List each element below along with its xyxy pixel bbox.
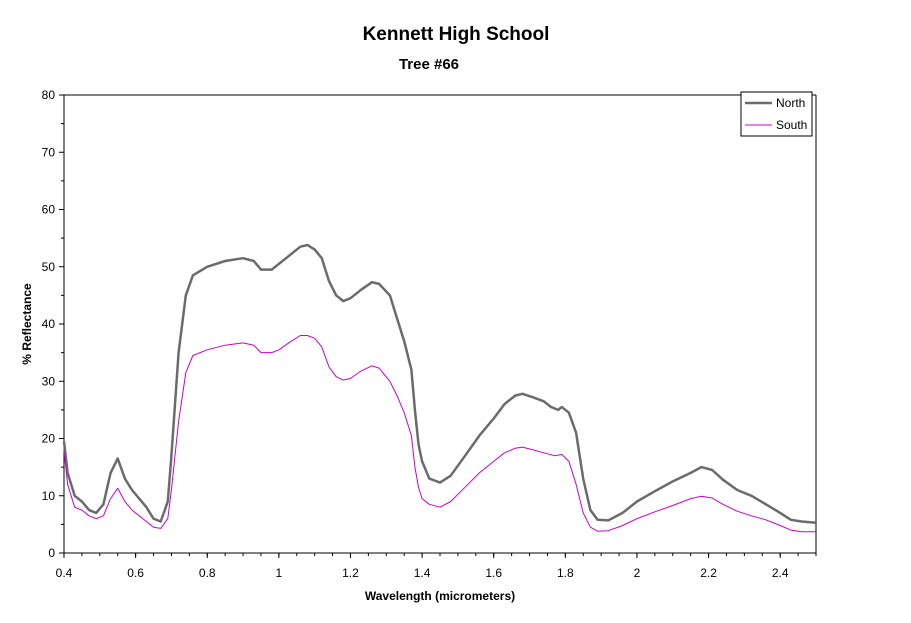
x-tick-label: 0.6 bbox=[127, 566, 144, 580]
legend-box bbox=[740, 91, 813, 137]
chart-title: Kennett High School bbox=[363, 24, 550, 45]
x-tick-label: 0.4 bbox=[56, 566, 73, 580]
x-tick-label: 1.2 bbox=[342, 566, 359, 580]
y-tick-label: 50 bbox=[42, 260, 56, 274]
y-axis-ticks: 0 10 20 30 40 50 60 70 80 bbox=[42, 88, 64, 560]
y-tick-label: 20 bbox=[42, 432, 56, 446]
y-tick-label: 70 bbox=[42, 145, 56, 159]
y-tick-label: 80 bbox=[42, 88, 56, 102]
x-tick-label: 2 bbox=[634, 566, 641, 580]
y-axis-title: % Reflectance bbox=[20, 283, 34, 365]
y-tick-label: 0 bbox=[48, 546, 55, 560]
legend-label-south: South bbox=[776, 118, 807, 132]
chart-subtitle: Tree #66 bbox=[399, 56, 459, 73]
legend-label-north: North bbox=[776, 96, 805, 110]
x-tick-label: 2.4 bbox=[772, 566, 789, 580]
x-axis-title: Wavelength (micrometers) bbox=[365, 589, 515, 603]
x-tick-label: 1.8 bbox=[557, 566, 574, 580]
x-tick-label: 1.4 bbox=[414, 566, 431, 580]
x-tick-label: 2.2 bbox=[700, 566, 717, 580]
y-tick-label: 40 bbox=[42, 317, 56, 331]
legend: North South bbox=[740, 91, 813, 137]
x-tick-label: 1 bbox=[276, 566, 283, 580]
y-tick-label: 60 bbox=[42, 203, 56, 217]
x-tick-label: 1.6 bbox=[485, 566, 502, 580]
series-lines bbox=[62, 243, 817, 533]
y-tick-label: 10 bbox=[42, 489, 56, 503]
series-line-south bbox=[63, 335, 816, 533]
y-tick-label: 30 bbox=[42, 374, 56, 388]
x-axis-ticks: 0.4 0.6 0.8 1 1.2 1.4 1.6 1.8 2 2.2 2.4 bbox=[56, 553, 817, 580]
series-line-north bbox=[62, 243, 817, 524]
x-tick-label: 0.8 bbox=[199, 566, 216, 580]
